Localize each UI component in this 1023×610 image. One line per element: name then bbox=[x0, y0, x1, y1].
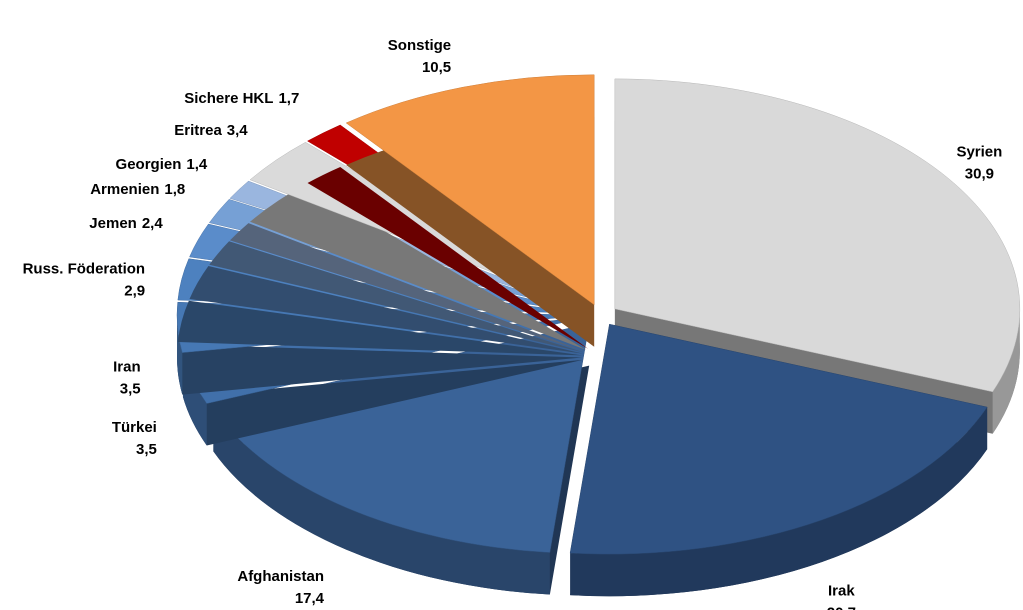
label-value: 1,7 bbox=[278, 90, 299, 107]
label-value: 1,8 bbox=[164, 181, 185, 198]
label-name: Syrien bbox=[956, 144, 1002, 161]
label-value: 3,5 bbox=[136, 441, 157, 458]
data-label: Russ. Föderation 2,9 bbox=[23, 260, 146, 299]
label-name: Russ. Föderation bbox=[23, 260, 146, 277]
label-value: 20,7 bbox=[827, 604, 856, 610]
data-label: Iran 3,5 bbox=[113, 358, 141, 397]
label-value: 1,4 bbox=[186, 156, 208, 173]
data-label: Eritrea 3,4 bbox=[174, 122, 248, 139]
label-name: Türkei bbox=[112, 419, 157, 436]
label-value: 17,4 bbox=[295, 590, 325, 607]
data-label: Türkei 3,5 bbox=[112, 419, 157, 458]
label-name: Iran bbox=[113, 358, 141, 375]
label-name: Georgien bbox=[116, 156, 182, 173]
data-label: Irak 20,7 bbox=[827, 582, 856, 610]
label-name: Irak bbox=[828, 582, 855, 599]
label-value: 2,9 bbox=[124, 282, 145, 299]
label-name: Sichere HKL bbox=[184, 90, 273, 107]
data-label: Jemen 2,4 bbox=[89, 215, 163, 232]
slice bbox=[569, 323, 988, 597]
label-value: 10,5 bbox=[422, 59, 451, 76]
data-label: Sichere HKL 1,7 bbox=[184, 90, 299, 107]
data-label: Sonstige 10,5 bbox=[388, 37, 451, 76]
label-name: Eritrea bbox=[174, 122, 222, 139]
label-value: 3,4 bbox=[227, 122, 249, 139]
label-value: 30,9 bbox=[965, 166, 994, 183]
label-value: 3,5 bbox=[120, 380, 141, 397]
data-label: Syrien 30,9 bbox=[956, 144, 1002, 183]
label-name: Armenien bbox=[90, 181, 159, 198]
data-label: Armenien 1,8 bbox=[90, 181, 185, 198]
label-name: Sonstige bbox=[388, 37, 451, 54]
label-name: Jemen bbox=[89, 215, 137, 232]
label-name: Afghanistan bbox=[237, 568, 324, 585]
label-value: 2,4 bbox=[142, 215, 164, 232]
data-label: Afghanistan 17,4 bbox=[237, 568, 324, 607]
slice bbox=[345, 74, 595, 347]
data-label: Georgien 1,4 bbox=[116, 156, 208, 173]
